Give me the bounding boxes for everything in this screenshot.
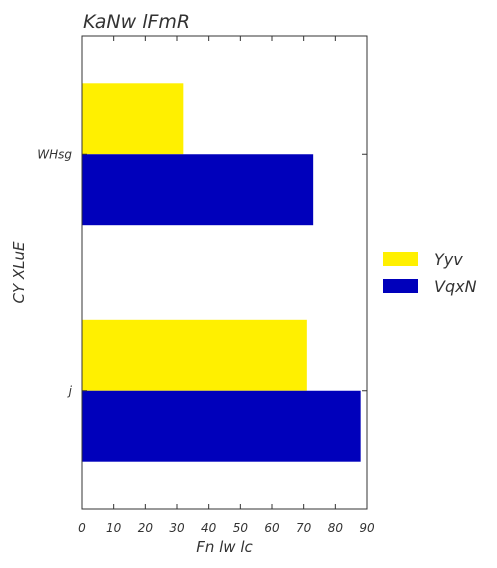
bars — [82, 83, 361, 462]
y-tick-label: WHsg — [37, 147, 72, 161]
bar-Yyv-j — [82, 319, 307, 391]
y-axis-label: CY XLuE — [10, 241, 28, 304]
x-tick-label: 40 — [201, 521, 217, 535]
y-tick-label: j — [67, 384, 73, 398]
plot-area — [81, 35, 368, 510]
x-tick-label: 10 — [106, 521, 122, 535]
chart-title: KaNw lFmR — [83, 11, 190, 33]
x-tick-label: 60 — [264, 521, 280, 535]
y-axis-ticks: WHsg j — [37, 147, 367, 398]
x-axis-ticks: 0 10 20 30 40 50 60 70 80 90 — [78, 36, 375, 535]
x-tick-label: 90 — [359, 521, 375, 535]
legend-label-VqxN: VqxN — [434, 277, 477, 296]
legend: Yyv VqxN — [383, 250, 477, 296]
bar-Yyv-WHsg — [82, 83, 184, 155]
bar-VqxN-j — [82, 390, 361, 462]
x-axis-label: Fn lw lc — [196, 538, 253, 556]
legend-swatch-Yyv — [383, 252, 418, 266]
legend-swatch-VqxN — [383, 279, 418, 293]
legend-label-Yyv: Yyv — [434, 250, 463, 269]
x-tick-label: 30 — [169, 521, 185, 535]
bar-VqxN-WHsg — [82, 154, 314, 226]
x-tick-label: 80 — [328, 521, 344, 535]
x-tick-label: 0 — [78, 521, 86, 535]
x-tick-label: 70 — [296, 521, 312, 535]
x-tick-label: 20 — [138, 521, 154, 535]
x-tick-label: 50 — [233, 521, 249, 535]
